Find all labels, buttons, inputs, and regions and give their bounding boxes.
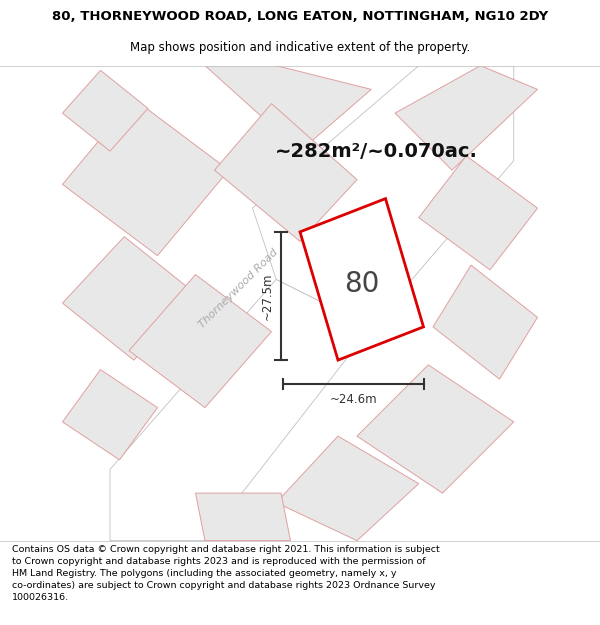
Polygon shape [110, 279, 371, 541]
Polygon shape [62, 71, 148, 151]
Text: ~24.6m: ~24.6m [329, 393, 377, 406]
Polygon shape [357, 365, 514, 493]
Polygon shape [196, 493, 290, 541]
Polygon shape [395, 66, 538, 170]
Text: ~282m²/~0.070ac.: ~282m²/~0.070ac. [275, 142, 478, 161]
Polygon shape [276, 436, 419, 541]
Polygon shape [62, 237, 196, 360]
Polygon shape [129, 274, 271, 408]
Text: 80, THORNEYWOOD ROAD, LONG EATON, NOTTINGHAM, NG10 2DY: 80, THORNEYWOOD ROAD, LONG EATON, NOTTIN… [52, 10, 548, 23]
Text: Map shows position and indicative extent of the property.: Map shows position and indicative extent… [130, 41, 470, 54]
Text: Thorneywood Road: Thorneywood Road [197, 248, 280, 331]
Text: ~27.5m: ~27.5m [261, 272, 274, 320]
Polygon shape [419, 156, 538, 270]
Polygon shape [253, 66, 514, 327]
Text: 80: 80 [344, 270, 379, 298]
Polygon shape [62, 369, 157, 460]
Polygon shape [300, 199, 424, 360]
Polygon shape [433, 265, 538, 379]
Polygon shape [205, 66, 371, 151]
Text: Contains OS data © Crown copyright and database right 2021. This information is : Contains OS data © Crown copyright and d… [12, 545, 440, 601]
Polygon shape [62, 99, 229, 256]
Polygon shape [215, 104, 357, 241]
